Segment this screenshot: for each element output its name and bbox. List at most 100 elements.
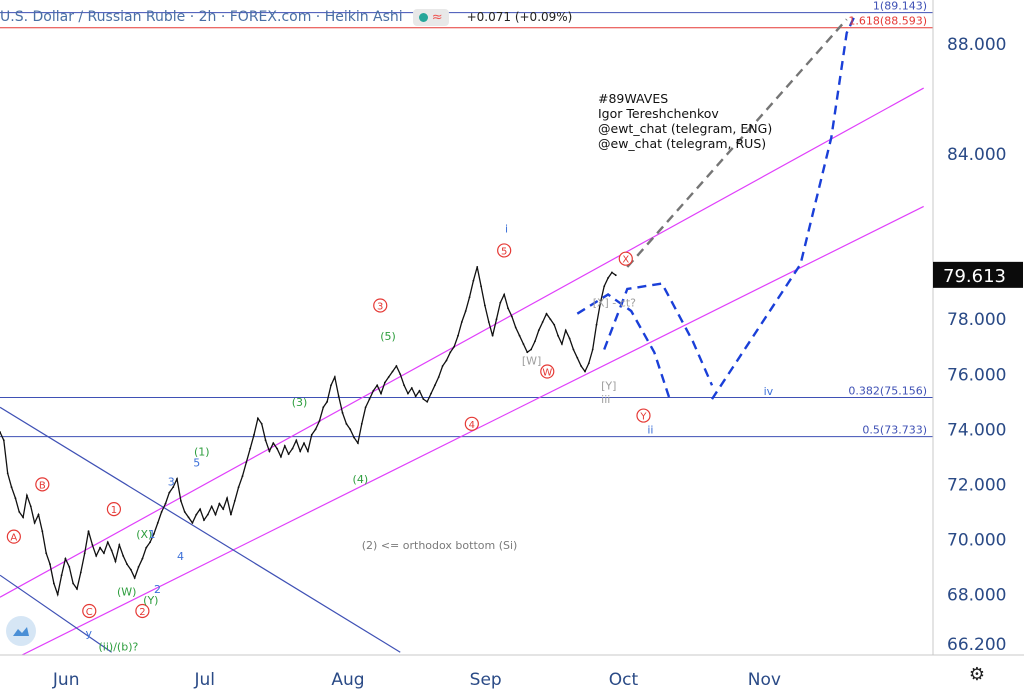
wave-label-2: C <box>82 603 97 619</box>
price-point <box>245 461 248 464</box>
price-point <box>368 398 371 400</box>
price-point <box>87 530 90 533</box>
price-point <box>522 343 525 345</box>
watermark-tag: #89WAVES <box>598 91 668 106</box>
price-point <box>0 431 1 433</box>
projection-path-2 <box>710 15 856 400</box>
price-point <box>353 436 355 439</box>
wave-label-29: [X] - ct? <box>593 297 636 310</box>
wave-label-12: (W) <box>117 586 136 599</box>
wave-label-13: (Y) <box>143 594 158 607</box>
trend-line-1 <box>20 205 924 655</box>
svg-text:(2) <= orthodox bottom (Si): (2) <= orthodox bottom (Si) <box>362 539 518 552</box>
symbol-title[interactable]: U.S. Dollar / Russian Ruble · 2h · FOREX… <box>0 9 403 25</box>
price-point <box>472 279 475 282</box>
price-point <box>422 398 425 400</box>
price-point <box>357 442 359 444</box>
x-tick-4: Oct <box>609 670 639 690</box>
price-point <box>484 304 486 307</box>
y-tick-7: 84.000 <box>947 145 1006 165</box>
svg-text:5: 5 <box>193 456 200 469</box>
price-point <box>407 392 409 395</box>
price-point <box>510 315 513 318</box>
price-point <box>380 392 382 395</box>
svg-text:y: y <box>85 627 92 640</box>
price-point <box>14 497 17 500</box>
x-tick-2: Aug <box>331 670 364 690</box>
price-point <box>430 392 432 395</box>
price-point <box>534 340 536 343</box>
watermark-author: Igor Tereshchenkov <box>598 106 719 121</box>
price-point <box>403 384 406 387</box>
svg-text:C: C <box>86 607 93 618</box>
wave-label-8: W <box>540 364 555 379</box>
wave-label-14: (1) <box>194 445 210 458</box>
price-point <box>264 439 267 442</box>
x-tick-1: Jul <box>193 670 215 690</box>
svg-text:2: 2 <box>154 583 161 596</box>
wave-label-24: i <box>505 222 508 235</box>
wave-label-18: (5) <box>380 330 396 343</box>
price-point <box>303 442 305 444</box>
price-point <box>68 566 71 568</box>
price-point <box>141 557 144 560</box>
price-point <box>233 499 236 502</box>
price-point <box>268 450 271 453</box>
price-point <box>199 508 202 511</box>
price-point <box>341 411 344 414</box>
price-point <box>95 555 98 557</box>
wave-label-1: B <box>35 477 50 492</box>
svg-text:(W): (W) <box>117 586 136 599</box>
wave-label-3: 1 <box>106 502 122 517</box>
svg-text:ii: ii <box>647 423 653 436</box>
svg-text:iv: iv <box>764 385 774 398</box>
price-point <box>437 376 440 378</box>
gear-icon[interactable]: ⚙ <box>968 664 986 685</box>
price-point <box>553 323 556 326</box>
wave-label-23: 5 <box>193 456 200 469</box>
price-point <box>183 510 186 513</box>
price-point <box>52 582 55 585</box>
price-point <box>591 348 594 351</box>
price-point <box>41 530 44 533</box>
svg-text:A: A <box>10 533 17 544</box>
svg-text:(ii)/(b)?: (ii)/(b)? <box>99 641 139 654</box>
price-point <box>280 455 282 458</box>
svg-text:3: 3 <box>168 476 175 489</box>
price-point <box>318 420 321 422</box>
price-point <box>272 442 275 444</box>
price-point <box>164 502 167 505</box>
svg-text:(X): (X) <box>136 528 152 541</box>
price-point <box>218 502 221 505</box>
price-point <box>564 329 567 332</box>
price-point <box>603 285 606 288</box>
y-tick-4: 74.000 <box>947 420 1006 440</box>
wave-label-32: iii <box>601 393 610 406</box>
svg-text:(3): (3) <box>292 396 308 409</box>
price-point <box>399 373 402 376</box>
svg-text:3: 3 <box>377 301 383 312</box>
svg-text:[Y]: [Y] <box>601 379 616 392</box>
svg-text:(5): (5) <box>380 330 396 343</box>
price-point <box>33 521 36 524</box>
wave-label-27: y <box>85 627 92 640</box>
trend-line-3 <box>0 574 112 653</box>
price-point <box>291 447 294 450</box>
price-point <box>26 494 28 497</box>
price-point <box>222 508 225 511</box>
tradingview-logo-icon[interactable] <box>6 616 36 646</box>
wave-icon: ≈ <box>431 9 443 25</box>
price-point <box>360 422 363 425</box>
svg-text:[X] - ct?: [X] - ct? <box>593 297 636 310</box>
indicator-pill[interactable]: ≈ <box>412 8 449 26</box>
price-point <box>383 381 386 384</box>
price-point <box>276 447 279 450</box>
svg-text:4: 4 <box>469 420 475 431</box>
price-point <box>507 307 509 310</box>
price-point <box>530 348 533 351</box>
wave-label-20: 2 <box>154 583 161 596</box>
price-point <box>460 321 463 323</box>
price-point <box>560 343 563 345</box>
